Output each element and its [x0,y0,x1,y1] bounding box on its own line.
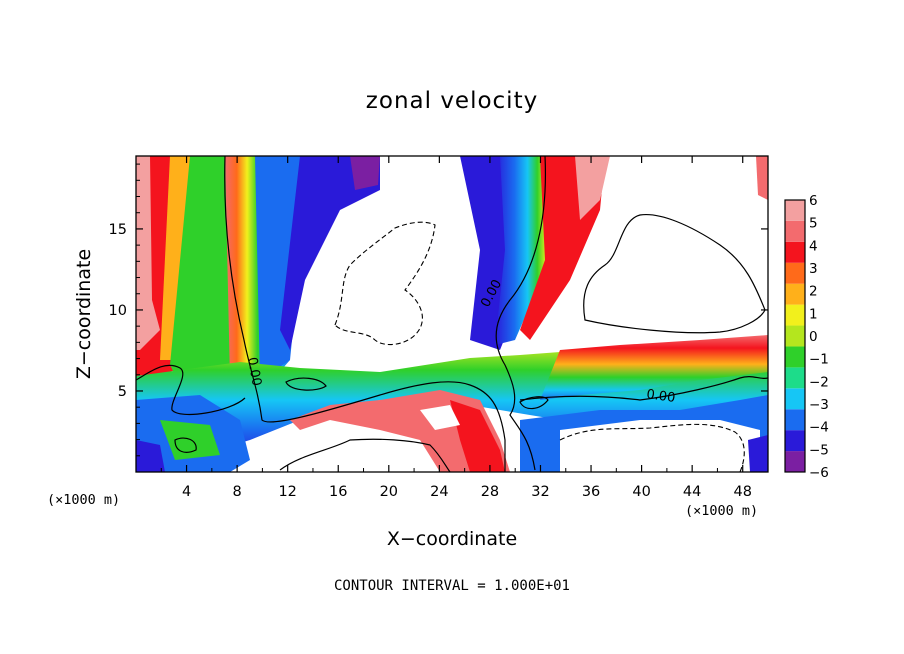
x-tick-label-7: 32 [531,484,549,500]
colorbar-tick-label-5: 1 [809,306,818,322]
x-tick-label-0: 4 [182,484,191,500]
x-tick-label-11: 48 [733,484,751,500]
x-tick-label-6: 28 [481,484,499,500]
y-axis: 5 10 15 [109,163,768,457]
colorbar-tick-label-2: 4 [809,238,818,254]
colorbar-swatch-0 [785,451,805,472]
x-tick-label-9: 40 [632,484,650,500]
colorbar-tick-label-10: −4 [809,420,829,436]
contour-lines-negative [334,221,745,472]
colorbar-tick-label-12: −6 [809,465,829,481]
velocity-field [136,156,768,472]
colorbar-tick-label-3: 3 [809,261,818,277]
colorbar-tick-label-0: 6 [809,193,818,209]
colorbar-tick-label-11: −5 [809,442,829,458]
colorbar-swatch-6 [785,325,805,347]
colorbar-tick-label-1: 5 [809,216,818,232]
contour-interval-note: CONTOUR INTERVAL = 1.000E+01 [333,578,570,594]
colorbar-tick-label-8: −2 [809,374,829,390]
x-tick-label-5: 24 [430,484,448,500]
colorbar-swatch-12 [785,200,805,221]
colorbar-tick-label-7: −1 [809,352,829,368]
x-unit-label-right: (×1000 m) [685,503,759,519]
colorbar-swatch-4 [785,367,805,389]
colorbar-swatch-9 [785,262,805,284]
contour-label-1: 0.00 [244,356,264,387]
x-tick-label-4: 20 [380,484,398,500]
colorbar: 6 5 4 3 2 1 0 −1 −2 −3 −4 −5 −6 [784,193,829,481]
colorbar-swatch-2 [785,409,805,431]
colorbar-tick-label-9: −3 [809,397,829,413]
x-tick-label-8: 36 [582,484,600,500]
y-tick-label-2: 15 [109,222,127,238]
colorbar-frame [784,199,806,473]
colorbar-swatch-10 [785,241,805,263]
colorbar-swatch-1 [785,430,805,452]
colorbar-swatch-5 [785,346,805,368]
y-axis-label: Z−coordinate [73,249,95,379]
colorbar-swatch-11 [785,220,805,242]
colorbar-swatch-7 [785,304,805,326]
x-unit-label-left: (×1000 m) [47,492,121,508]
x-tick-label-10: 44 [683,484,701,500]
colorbar-swatch-3 [785,388,805,410]
contour-label-3: 0.00 [645,387,676,406]
x-axis-label: X−coordinate [386,528,518,550]
chart-title: zonal velocity [365,88,539,114]
y-tick-label-0: 5 [118,384,127,400]
colorbar-tick-label-4: 2 [809,284,818,300]
plot-frame [135,155,769,473]
x-axis: 4 8 12 16 20 24 28 32 36 40 44 48 [160,156,752,500]
x-tick-label-3: 16 [329,484,347,500]
contour-lines [136,156,768,472]
x-tick-label-1: 8 [233,484,242,500]
colorbar-swatch-8 [785,283,805,305]
x-tick-label-2: 12 [278,484,296,500]
y-tick-label-1: 10 [109,303,127,319]
colorbar-tick-label-6: 0 [809,329,818,345]
